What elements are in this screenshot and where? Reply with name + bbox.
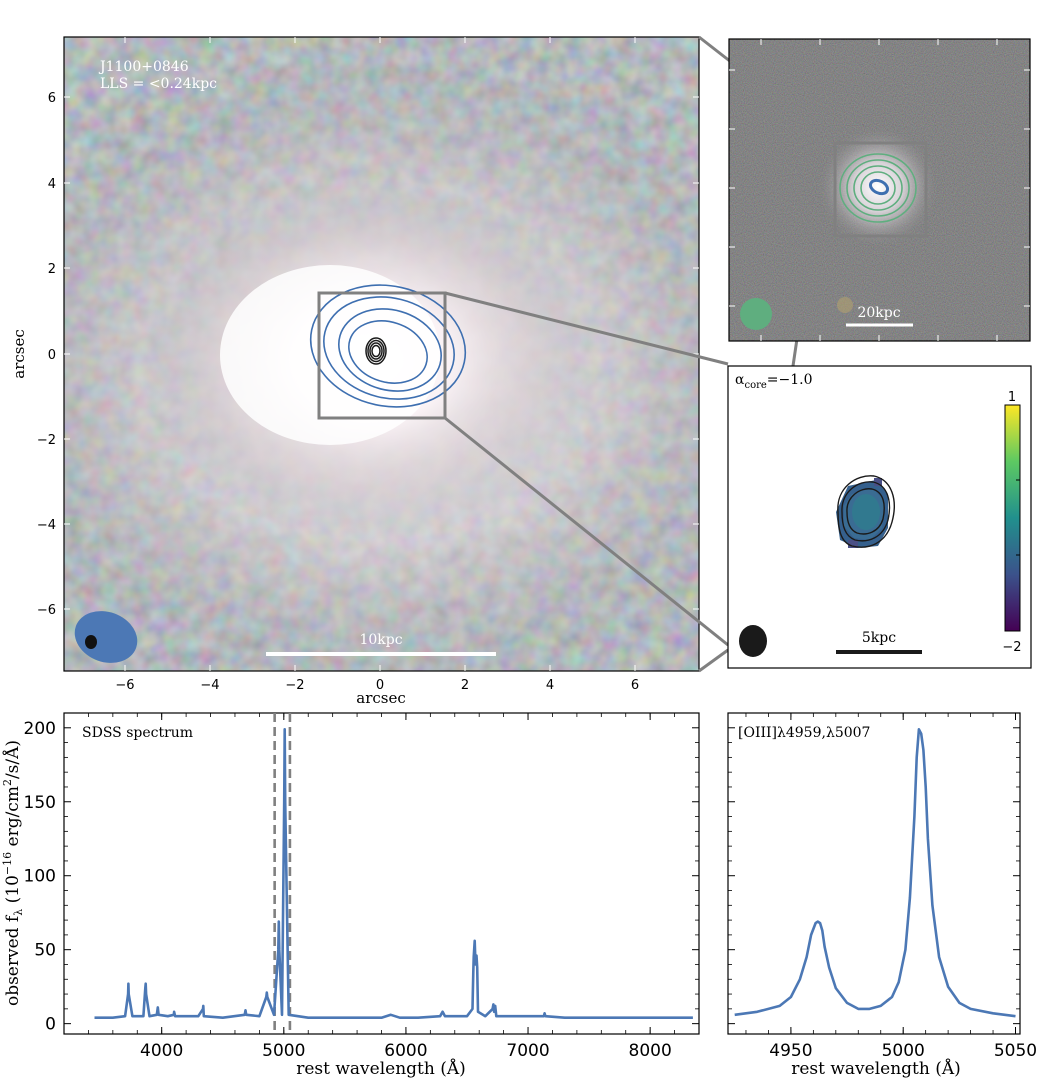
oiii-line: [734, 728, 1016, 1018]
xtick-label: 5000: [262, 1041, 305, 1061]
main-xtick-label: 0: [376, 678, 384, 693]
beam-black: [85, 635, 97, 649]
contours-green: [839, 153, 917, 223]
ytick-label: 200: [24, 719, 56, 739]
ytick-label: 150: [24, 793, 56, 813]
main-ytick-label: 2: [48, 262, 56, 277]
main-image-panel: 10kpc J1100+0846 LLS = <0.24kpc −6 −4 −2 0 2…: [10, 36, 700, 707]
main-ytick-label: 0: [48, 348, 56, 363]
main-ytick-label: −4: [37, 518, 56, 533]
xtick-label: 8000: [629, 1041, 672, 1061]
spectrum-line: [94, 728, 693, 1019]
scalebar-main-label: 10kpc: [359, 632, 402, 648]
colorbar: [1004, 404, 1021, 632]
scalebar-alpha-label: 5kpc: [862, 630, 896, 646]
spectrum-ylabel: observed fλ (10−16 erg/cm2/s/Å): [1, 740, 25, 1006]
ytick-label: 50: [34, 941, 56, 961]
xtick-label: 6000: [384, 1041, 427, 1061]
main-xtick-label: −6: [115, 678, 134, 693]
main-xtick-label: −4: [200, 678, 219, 693]
xtick-label: 7000: [506, 1041, 549, 1061]
oiii-xlabel: rest wavelength (Å): [791, 1058, 961, 1079]
alpha-contours: [837, 475, 895, 548]
spectrum-panel: 4000 5000 6000 7000 8000 0 50 100 150 200 SDSS s…: [1, 712, 700, 1079]
main-ylabel: arcsec: [10, 329, 28, 379]
beam-blue: [74, 611, 138, 663]
radio-contours-blue: [309, 284, 467, 408]
alpha-label: αcore=−1.0: [735, 372, 813, 391]
xtick-label: 5050: [994, 1041, 1037, 1061]
main-xtick-label: 2: [461, 678, 469, 693]
colorbar-max: 1: [1008, 390, 1016, 405]
inset-top-panel: 20kpc: [728, 38, 1031, 342]
beam-alpha: [739, 625, 767, 657]
oiii-title: [OIII]λ4959,λ5007: [738, 725, 870, 741]
ytick-label: 100: [24, 867, 56, 887]
spectrum-xlabel: rest wavelength (Å): [296, 1058, 466, 1079]
colorbar-min: −2: [1002, 640, 1021, 655]
ytick-label: 0: [45, 1015, 56, 1035]
main-ytick-label: −2: [37, 433, 56, 448]
main-ytick-label: 6: [48, 91, 56, 106]
contour-blue-small: [868, 178, 890, 196]
xtick-label: 5000: [882, 1041, 925, 1061]
xtick-label: 4950: [769, 1041, 812, 1061]
spectrum-title: SDSS spectrum: [82, 725, 193, 741]
zoom-box: [317, 291, 447, 420]
oiii-zoom-panel: 4950 5000 5050 [OIII]λ4959,λ5007 rest wave…: [727, 712, 1037, 1079]
main-ytick-label: 4: [48, 177, 56, 192]
scalebar-top-label: 20kpc: [857, 305, 900, 321]
radio-contours-black: [365, 337, 387, 365]
beam-green: [740, 298, 772, 330]
zoom-box-top: [833, 141, 928, 238]
inset-alpha-panel: αcore=−1.0 5kpc 1 −2: [727, 365, 1032, 669]
lls-text: LLS = <0.24kpc: [100, 76, 217, 92]
main-xtick-label: 4: [546, 678, 554, 693]
main-ytick-label: −6: [37, 603, 56, 618]
main-xtick-label: −2: [285, 678, 304, 693]
alpha-map: [836, 478, 888, 548]
xtick-label: 4000: [140, 1041, 183, 1061]
object-name: J1100+0846: [98, 59, 189, 75]
main-xlabel: arcsec: [356, 689, 406, 707]
main-xtick-label: 6: [631, 678, 639, 693]
